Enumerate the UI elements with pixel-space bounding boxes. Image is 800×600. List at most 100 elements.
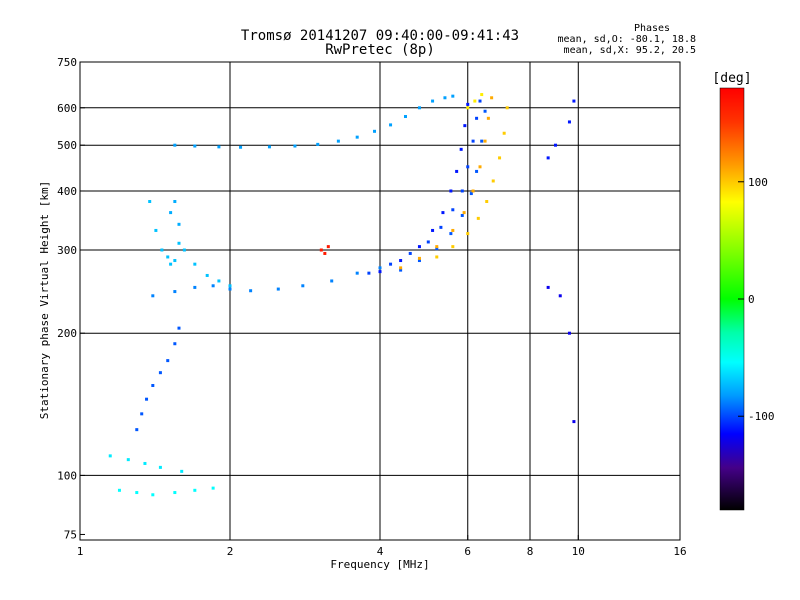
data-point — [553, 143, 557, 147]
data-point — [336, 139, 340, 143]
data-point — [158, 371, 162, 375]
data-point — [166, 255, 170, 259]
data-point — [126, 458, 130, 462]
colorbar-ticks: 100 0 -100 — [738, 176, 775, 423]
data-point — [330, 279, 334, 283]
data-point — [473, 99, 477, 103]
stats-line-x: mean, sd,X: 95.2, 20.5 — [564, 45, 696, 56]
x-tick-label: 10 — [572, 545, 585, 558]
data-point — [373, 129, 377, 133]
data-point — [399, 259, 403, 263]
data-point — [154, 228, 158, 232]
colorbar-label: [deg] — [712, 71, 751, 86]
data-point — [177, 241, 181, 245]
y-tick-label: 75 — [64, 528, 77, 541]
data-point — [166, 359, 170, 363]
data-point — [417, 106, 421, 110]
data-point — [169, 211, 173, 215]
data-point — [478, 99, 482, 103]
data-point — [449, 189, 453, 193]
data-point — [426, 240, 430, 244]
data-point — [483, 109, 487, 113]
data-point — [389, 262, 393, 266]
data-point — [460, 213, 464, 217]
data-point — [435, 245, 439, 249]
data-point — [441, 211, 445, 215]
stats-line-o: mean, sd,O: -80.1, 18.8 — [558, 34, 696, 45]
data-point — [193, 285, 197, 289]
data-point — [466, 102, 470, 106]
data-point — [177, 326, 181, 330]
data-point — [239, 145, 243, 149]
data-point — [326, 245, 330, 249]
chart-subtitle: RwPretec (8p) — [325, 42, 435, 58]
data-point — [546, 285, 550, 289]
data-point — [435, 247, 439, 251]
data-point — [451, 94, 455, 98]
data-point — [417, 259, 421, 263]
data-point — [293, 144, 297, 148]
data-point — [505, 106, 509, 110]
data-point — [431, 99, 435, 103]
data-point — [108, 454, 112, 458]
data-point — [228, 287, 232, 291]
data-point — [572, 99, 576, 103]
data-point — [451, 228, 455, 232]
y-tick-label: 500 — [57, 139, 77, 152]
data-point — [546, 156, 550, 160]
data-point — [228, 284, 232, 288]
colorbar-tick-label: 0 — [748, 293, 755, 306]
data-point — [211, 486, 215, 490]
data-point — [389, 123, 393, 127]
data-point — [319, 248, 323, 252]
data-point — [217, 279, 221, 283]
data-point — [408, 251, 412, 255]
data-point — [267, 145, 271, 149]
y-tick-label: 750 — [57, 56, 77, 69]
data-point — [378, 266, 382, 270]
data-point — [173, 259, 177, 263]
data-point — [193, 488, 197, 492]
stats-title: Phases — [634, 23, 670, 34]
data-point — [462, 211, 466, 215]
data-point — [169, 262, 173, 266]
data-point — [558, 294, 562, 298]
data-point — [459, 147, 463, 151]
chart-title: Tromsø 20141207 09:40:00-09:41:43 — [241, 28, 519, 44]
data-point — [399, 266, 403, 270]
data-point — [151, 294, 155, 298]
data-point — [480, 93, 484, 97]
x-tick-label: 4 — [377, 545, 384, 558]
data-point — [316, 142, 320, 146]
data-point — [431, 228, 435, 232]
data-point — [490, 96, 494, 100]
data-point — [435, 255, 439, 259]
data-point — [173, 200, 177, 204]
data-point — [403, 115, 407, 119]
data-point — [151, 493, 155, 497]
y-tick-label: 600 — [57, 102, 77, 115]
data-point — [567, 331, 571, 335]
data-point — [143, 461, 147, 465]
data-point — [148, 200, 152, 204]
data-point — [173, 143, 177, 147]
data-point — [160, 248, 164, 252]
data-point — [469, 192, 473, 196]
data-point — [145, 397, 149, 401]
data-point — [443, 96, 447, 100]
data-point — [478, 165, 482, 169]
data-point — [449, 232, 453, 236]
data-point — [466, 165, 470, 169]
data-point — [323, 251, 327, 255]
data-point — [485, 200, 489, 204]
data-point — [135, 491, 139, 495]
data-point — [367, 271, 371, 275]
data-point — [471, 189, 475, 193]
axis-ticks: 1 2 4 6 8 10 16 75 100 200 300 400 500 600 750 — [57, 56, 687, 558]
x-tick-label: 6 — [464, 545, 471, 558]
data-point — [567, 120, 571, 124]
data-point — [249, 289, 253, 293]
data-point — [451, 208, 455, 212]
data-point — [135, 428, 139, 432]
